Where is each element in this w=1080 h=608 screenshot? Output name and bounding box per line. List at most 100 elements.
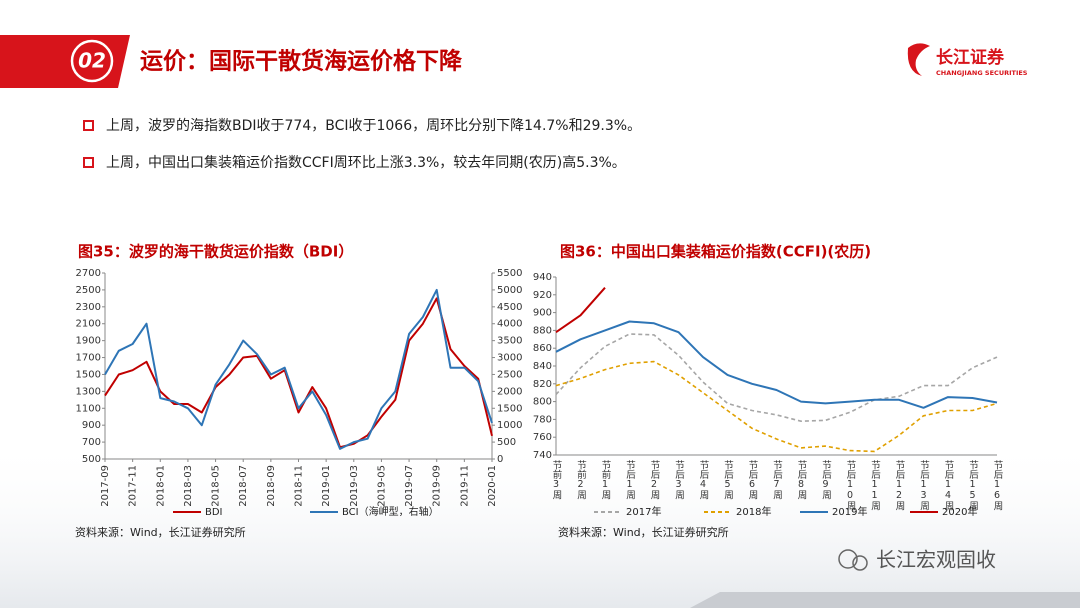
chart-title: 图36：中国出口集装箱运价指数(CCFI)(农历) xyxy=(560,243,871,261)
y-tick-label: 940 xyxy=(533,272,552,283)
x-tick-label: 2018-07 xyxy=(238,465,249,507)
number-ring xyxy=(70,39,114,83)
x-tick-label: 节后2周 xyxy=(649,460,661,500)
x-tick-label: 2018-01 xyxy=(155,465,166,507)
series-line xyxy=(555,287,606,334)
x-tick-label: 节后10周 xyxy=(845,460,857,511)
legend-label: 2018年 xyxy=(736,505,771,518)
y2-tick-label: 5000 xyxy=(497,285,522,296)
x-tick-label: 节后7周 xyxy=(771,460,783,500)
x-tick-label: 2019-11 xyxy=(459,465,470,507)
x-tick-label: 2018-05 xyxy=(211,465,222,507)
header-banner xyxy=(0,35,130,88)
x-tick-label: 节前1周 xyxy=(600,460,612,500)
background-fade xyxy=(0,440,1080,608)
y-tick-label: 900 xyxy=(533,308,552,319)
bullet-icon xyxy=(83,120,94,131)
x-tick-label: 节后16周 xyxy=(992,460,1004,511)
y2-tick-label: 1000 xyxy=(497,420,522,431)
x-tick-label: 节后15周 xyxy=(967,460,979,511)
y-tick-label: 1300 xyxy=(76,386,101,397)
wechat-icon xyxy=(852,555,868,571)
y-tick-label: 1900 xyxy=(76,336,101,347)
watermark: 长江宏观固收 xyxy=(876,548,996,572)
series-line xyxy=(555,360,998,453)
x-tick-label: 节前3周 xyxy=(551,460,563,500)
chart-title: 图35：波罗的海干散货运价指数（BDI） xyxy=(78,243,353,261)
y-tick-label: 840 xyxy=(533,361,552,372)
logo-text-en: CHANGJIANG SECURITIES xyxy=(936,69,1028,77)
y-tick-label: 1500 xyxy=(76,369,101,380)
y-tick-label: 1100 xyxy=(76,403,101,414)
y-tick-label: 760 xyxy=(533,432,552,443)
legend-label: 2020年 xyxy=(942,505,977,518)
x-tick-label: 节后4周 xyxy=(698,460,710,500)
x-tick-label: 节后5周 xyxy=(722,460,734,500)
y-tick-label: 2100 xyxy=(76,319,101,330)
x-tick-label: 节后13周 xyxy=(918,460,930,511)
x-tick-label: 节后3周 xyxy=(673,460,685,500)
y2-tick-label: 5500 xyxy=(497,268,522,279)
x-tick-label: 2019-09 xyxy=(432,465,443,507)
y-tick-label: 800 xyxy=(533,397,552,408)
bullet-icon xyxy=(83,157,94,168)
y-tick-label: 900 xyxy=(82,420,101,431)
x-tick-label: 节后1周 xyxy=(624,460,636,500)
x-tick-label: 2018-09 xyxy=(266,465,277,507)
x-tick-label: 节后12周 xyxy=(894,460,906,511)
y-tick-label: 880 xyxy=(533,325,552,336)
legend-label: BDI xyxy=(205,507,223,518)
x-tick-label: 2019-07 xyxy=(404,465,415,507)
section-number: 02 xyxy=(78,49,106,73)
x-tick-label: 2019-03 xyxy=(349,465,360,507)
x-tick-label: 2018-03 xyxy=(183,465,194,507)
x-tick-label: 2019-05 xyxy=(376,465,387,507)
y-tick-label: 2700 xyxy=(76,268,101,279)
y2-tick-label: 3000 xyxy=(497,353,522,364)
x-tick-label: 节后11周 xyxy=(869,460,881,511)
legend-label: 2017年 xyxy=(626,505,661,518)
y2-tick-label: 2000 xyxy=(497,386,522,397)
logo-text: 长江证券 xyxy=(936,47,1005,68)
footer-band xyxy=(690,592,1080,608)
y-tick-label: 780 xyxy=(533,414,552,425)
x-tick-label: 节后8周 xyxy=(796,460,808,500)
series-line xyxy=(555,333,998,422)
y2-tick-label: 2500 xyxy=(497,369,522,380)
y2-tick-label: 500 xyxy=(497,437,516,448)
x-tick-label: 2020-01 xyxy=(487,465,498,507)
x-tick-label: 2017-09 xyxy=(100,465,111,507)
y2-tick-label: 4500 xyxy=(497,302,522,313)
y-tick-label: 2500 xyxy=(76,285,101,296)
y-tick-label: 700 xyxy=(82,437,101,448)
bullet-text: 上周，波罗的海指数BDI收于774，BCI收于1066，周环比分别下降14.7%… xyxy=(106,118,641,134)
y-tick-label: 820 xyxy=(533,379,552,390)
y-tick-label: 2300 xyxy=(76,302,101,313)
y-tick-label: 740 xyxy=(533,450,552,461)
legend-label: BCI（海岬型，右轴） xyxy=(342,505,439,518)
series-line xyxy=(104,288,493,450)
legend-label: 2019年 xyxy=(832,505,867,518)
x-tick-label: 节后9周 xyxy=(820,460,832,500)
bullet-text: 上周，中国出口集装箱运价指数CCFI周环比上涨3.3%，较去年同期(农历)高5.… xyxy=(106,154,626,171)
wechat-icon xyxy=(838,549,858,569)
x-tick-label: 节前2周 xyxy=(575,460,587,500)
chart-source: 资料来源：Wind，长江证券研究所 xyxy=(75,525,246,539)
y-tick-label: 860 xyxy=(533,343,552,354)
x-tick-label: 节后14周 xyxy=(943,460,955,511)
y2-tick-label: 0 xyxy=(497,454,503,465)
x-tick-label: 2019-01 xyxy=(321,465,332,507)
x-tick-label: 节后6周 xyxy=(747,460,759,500)
y-tick-label: 500 xyxy=(82,454,101,465)
slide-title: 运价：国际干散货海运价格下降 xyxy=(140,48,463,75)
chart-source: 资料来源：Wind，长江证券研究所 xyxy=(558,525,729,539)
series-line xyxy=(104,297,493,449)
x-tick-label: 2017-11 xyxy=(128,465,139,507)
y-tick-label: 1700 xyxy=(76,353,101,364)
logo-mark xyxy=(907,43,930,76)
x-tick-label: 2018-11 xyxy=(294,465,305,507)
y2-tick-label: 3500 xyxy=(497,336,522,347)
series-line xyxy=(555,320,998,409)
y-tick-label: 920 xyxy=(533,290,552,301)
